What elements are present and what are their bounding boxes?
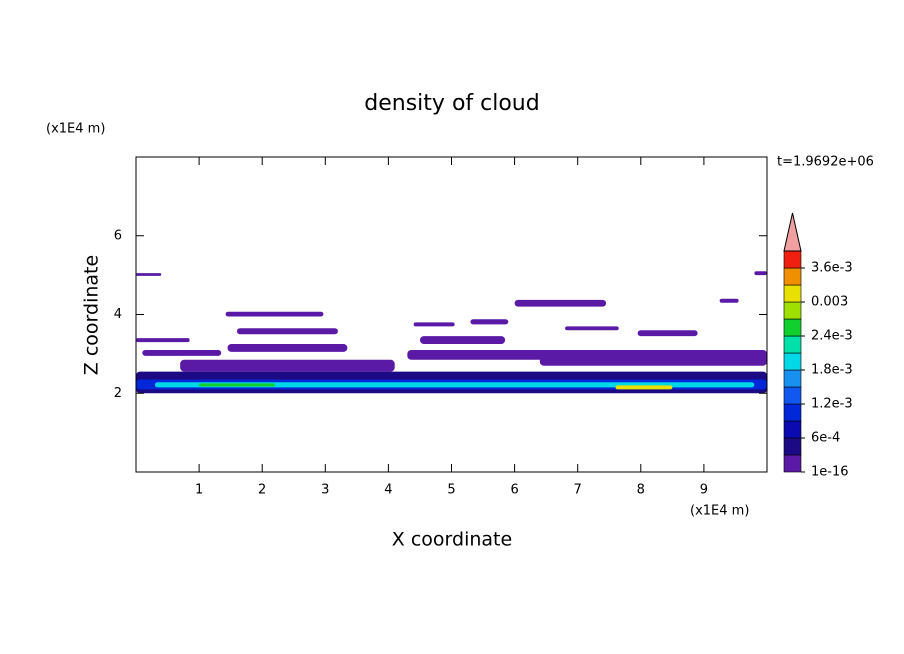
colorbar-label: 2.4e-3 [811,329,853,344]
x-tick-label: 6 [510,483,518,498]
colorbar-band [783,386,802,405]
colorbar-extend [783,212,802,252]
colorbar-band [783,437,802,456]
cloud-region [419,336,506,345]
cloud-region [136,338,190,343]
colorbar-label: 6e-4 [811,431,840,446]
y-tick-label: 4 [114,307,122,322]
x-tick-label: 1 [195,483,203,498]
colorbar-label: 1e-16 [811,465,849,480]
colorbar-band [783,267,802,286]
cloud-region [615,385,673,390]
colorbar-band [783,352,802,371]
cloud-region [637,330,698,337]
cloud-region [514,299,607,307]
x-unit: (x1E4 m) [690,504,749,519]
cloud-region [154,382,755,388]
cloud-region [413,322,455,327]
x-tick-label: 3 [321,483,329,498]
colorbar-label: 1.2e-3 [811,397,853,412]
colorbar-band [783,369,802,388]
cloud-region [180,359,395,372]
y-tick-label: 6 [114,228,122,243]
cloud-region [565,326,619,331]
cloud-region [199,383,275,387]
x-tick-label: 2 [258,483,266,498]
cloud-region [142,349,222,356]
chart-title: density of cloud [364,91,539,116]
x-tick-label: 7 [574,483,582,498]
colorbar-label: 0.003 [811,295,848,310]
cloud-region [225,311,324,317]
time-label: t=1.9692e+06 [777,155,874,170]
cloud-region [227,344,348,352]
cloud-region [236,328,338,335]
colorbar-band [783,420,802,439]
x-tick-label: 8 [637,483,645,498]
x-tick-label: 4 [384,483,392,498]
colorbar-band [783,250,802,269]
colorbar-band [783,284,802,303]
colorbar-label: 3.6e-3 [811,261,853,276]
colorbar-band [783,335,802,354]
colorbar-label: 1.8e-3 [811,363,853,378]
cloud-region [539,349,767,366]
x-tick-label: 5 [447,483,455,498]
cloud-region [719,298,739,303]
colorbar-band [783,301,802,320]
x-axis-label: X coordinate [392,529,512,551]
colorbar-band [783,403,802,422]
colorbar-band [783,454,802,473]
y-axis-label: Z coordinate [81,255,103,375]
cloud-region [407,349,559,360]
cloud-region [754,271,767,276]
cloud-region [470,319,509,325]
cloud-region [136,273,162,276]
y-tick-label: 2 [114,386,122,401]
y-unit: (x1E4 m) [46,122,105,137]
colorbar-band [783,318,802,337]
x-tick-label: 9 [700,483,708,498]
